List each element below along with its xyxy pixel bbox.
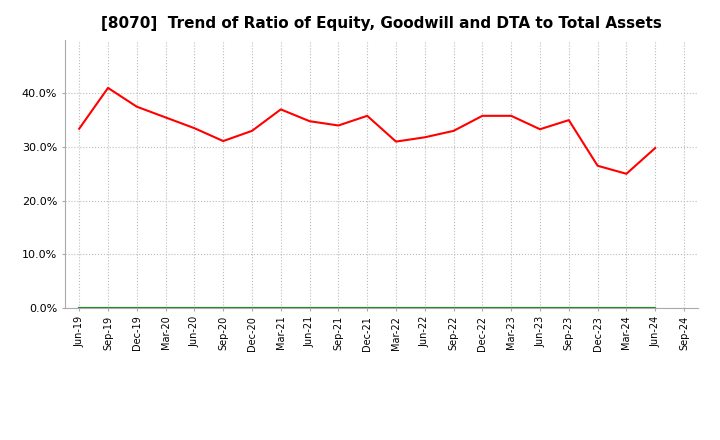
- Equity: [622, 171, 631, 176]
- Equity: [190, 125, 199, 131]
- Title: [8070]  Trend of Ratio of Equity, Goodwill and DTA to Total Assets: [8070] Trend of Ratio of Equity, Goodwil…: [102, 16, 662, 32]
- Deferred Tax Assets: [651, 305, 660, 311]
- Deferred Tax Assets: [420, 305, 429, 311]
- Goodwill: [564, 305, 573, 311]
- Deferred Tax Assets: [190, 305, 199, 311]
- Goodwill: [478, 305, 487, 311]
- Equity: [132, 104, 141, 109]
- Equity: [507, 113, 516, 118]
- Deferred Tax Assets: [564, 305, 573, 311]
- Equity: [248, 128, 256, 133]
- Equity: [449, 128, 458, 133]
- Equity: [334, 123, 343, 128]
- Equity: [75, 126, 84, 132]
- Deferred Tax Assets: [161, 305, 170, 311]
- Deferred Tax Assets: [507, 305, 516, 311]
- Goodwill: [449, 305, 458, 311]
- Goodwill: [420, 305, 429, 311]
- Equity: [536, 127, 544, 132]
- Deferred Tax Assets: [75, 305, 84, 311]
- Equity: [305, 118, 314, 124]
- Deferred Tax Assets: [132, 305, 141, 311]
- Deferred Tax Assets: [536, 305, 544, 311]
- Deferred Tax Assets: [478, 305, 487, 311]
- Equity: [564, 117, 573, 123]
- Equity: [219, 139, 228, 144]
- Goodwill: [536, 305, 544, 311]
- Deferred Tax Assets: [219, 305, 228, 311]
- Equity: [651, 145, 660, 150]
- Deferred Tax Assets: [622, 305, 631, 311]
- Goodwill: [104, 305, 112, 311]
- Equity: [478, 113, 487, 118]
- Equity: [363, 113, 372, 118]
- Equity: [161, 115, 170, 120]
- Goodwill: [219, 305, 228, 311]
- Deferred Tax Assets: [104, 305, 112, 311]
- Deferred Tax Assets: [449, 305, 458, 311]
- Deferred Tax Assets: [305, 305, 314, 311]
- Deferred Tax Assets: [334, 305, 343, 311]
- Deferred Tax Assets: [248, 305, 256, 311]
- Goodwill: [248, 305, 256, 311]
- Equity: [593, 163, 602, 169]
- Goodwill: [132, 305, 141, 311]
- Goodwill: [161, 305, 170, 311]
- Goodwill: [276, 305, 285, 311]
- Goodwill: [622, 305, 631, 311]
- Deferred Tax Assets: [593, 305, 602, 311]
- Goodwill: [593, 305, 602, 311]
- Equity: [104, 85, 112, 91]
- Equity: [276, 107, 285, 112]
- Deferred Tax Assets: [363, 305, 372, 311]
- Deferred Tax Assets: [276, 305, 285, 311]
- Goodwill: [334, 305, 343, 311]
- Line: Equity: Equity: [79, 88, 655, 174]
- Goodwill: [392, 305, 400, 311]
- Equity: [420, 135, 429, 140]
- Deferred Tax Assets: [392, 305, 400, 311]
- Goodwill: [507, 305, 516, 311]
- Goodwill: [305, 305, 314, 311]
- Goodwill: [75, 305, 84, 311]
- Equity: [392, 139, 400, 144]
- Goodwill: [651, 305, 660, 311]
- Goodwill: [363, 305, 372, 311]
- Goodwill: [190, 305, 199, 311]
